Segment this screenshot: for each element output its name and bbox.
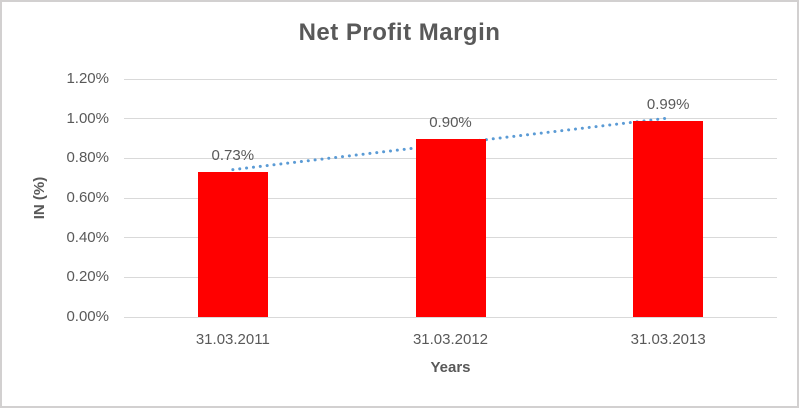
x-tick-label: 31.03.2011	[195, 331, 270, 348]
y-tick-label: 1.20%	[66, 70, 109, 87]
bar-31.03.2013	[633, 120, 704, 317]
gridline	[124, 316, 777, 318]
gridline	[124, 78, 777, 80]
bar-31.03.2011	[197, 172, 268, 317]
y-tick-label: 0.40%	[66, 228, 109, 246]
bar-data-label: 0.99%	[646, 95, 690, 113]
bar-31.03.2012	[415, 138, 486, 317]
chart-title: Net Profit Margin	[298, 19, 501, 46]
y-tick-label: 0.60%	[66, 189, 109, 206]
y-tick-label: 0.80%	[66, 149, 109, 167]
bar-data-label: 0.90%	[429, 113, 472, 131]
x-tick-label: 31.03.2012	[412, 331, 489, 348]
x-axis-title: Years	[430, 359, 471, 376]
y-tick-label: 0.20%	[66, 268, 109, 286]
y-tick-label: 0.00%	[66, 308, 109, 325]
bar-data-label: 0.73%	[211, 147, 255, 165]
x-tick-label: 31.03.2013	[630, 331, 706, 348]
y-tick-label: 1.00%	[66, 109, 109, 127]
